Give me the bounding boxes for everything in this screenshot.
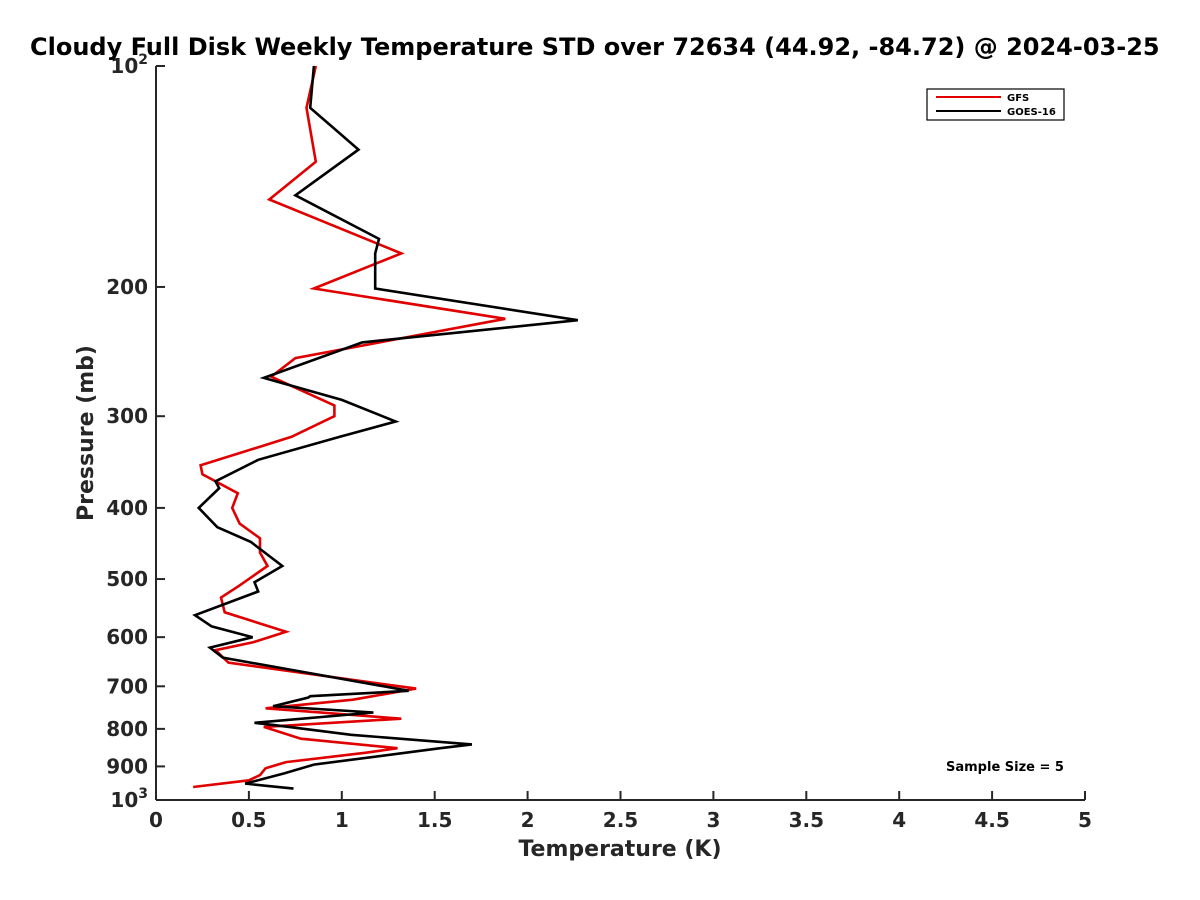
x-tick-label: 0 <box>149 808 163 832</box>
y-axis-label: Pressure (mb) <box>74 345 99 521</box>
x-tick-label: 1 <box>335 808 349 832</box>
x-tick-label: 2 <box>521 808 535 832</box>
x-axis-label: Temperature (K) <box>518 837 721 862</box>
x-tick-label: 3 <box>706 808 720 832</box>
series-layer <box>192 65 579 790</box>
x-tick-label: 4 <box>892 808 906 832</box>
y-tick-label: 600 <box>106 625 148 649</box>
series-line-goes16 <box>192 65 579 790</box>
y-tick-label: 800 <box>106 717 148 741</box>
x-tick-label: 3.5 <box>789 808 824 832</box>
x-tick-label: 2.5 <box>603 808 638 832</box>
legend-box <box>926 88 1065 121</box>
y-tick-label: 900 <box>106 754 148 778</box>
y-tick-label: 103 <box>110 786 148 812</box>
y-tick-label: 200 <box>106 275 148 299</box>
y-tick-label: 700 <box>106 674 148 698</box>
y-tick-label: 102 <box>110 52 148 78</box>
chart-title: Cloudy Full Disk Weekly Temperature STD … <box>30 33 1160 61</box>
legend-label-goes16: GOES-16 <box>1007 107 1056 118</box>
y-tick-label: 500 <box>106 567 148 591</box>
x-tick-label: 4.5 <box>974 808 1009 832</box>
sample-size-annotation: Sample Size = 5 <box>946 760 1064 775</box>
legend: GFS GOES-16 <box>926 88 1065 121</box>
legend-label-gfs: GFS <box>1007 93 1029 104</box>
x-tick-label: 1.5 <box>417 808 452 832</box>
y-tick-label: 300 <box>106 404 148 428</box>
y-tick-label: 400 <box>106 496 148 520</box>
x-tick-label: 5 <box>1078 808 1092 832</box>
x-tick-label: 0.5 <box>231 808 266 832</box>
tick-layer: 0 0.5 1 1.5 2 2.5 3 3.5 4 4.5 5 102 200 300 400 500 600 7… <box>106 52 1092 832</box>
